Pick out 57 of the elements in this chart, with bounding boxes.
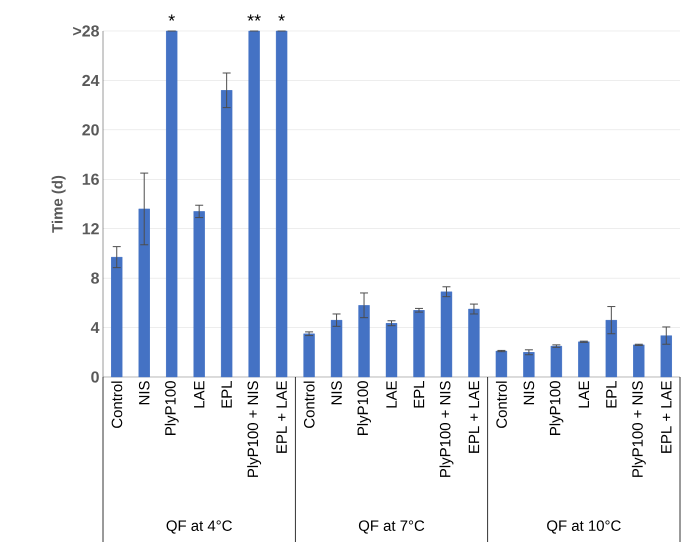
- y-axis-title: Time (d): [52, 176, 66, 233]
- x-tick-label: PlyP100: [549, 380, 564, 435]
- text: QF at 10°C: [547, 520, 621, 534]
- x-tick-label: PlyP100 + NIS: [440, 381, 454, 477]
- bar: [660, 335, 672, 378]
- bar: [550, 346, 562, 378]
- x-tick-label: LAE: [194, 380, 204, 408]
- bar: [413, 310, 425, 378]
- x-tick-label: EPL: [606, 380, 616, 408]
- x-tick-label: EPL + LAE: [276, 380, 287, 453]
- annotation: **: [247, 14, 261, 21]
- x-tick-label: LAE: [578, 380, 589, 408]
- bar: [166, 30, 178, 378]
- x-tick-label: LAE: [386, 380, 397, 408]
- y-tick-label: 12: [82, 222, 99, 234]
- x-tick-label: NIS: [138, 381, 150, 404]
- bar: [111, 256, 122, 378]
- x-tick-label: EPL: [414, 380, 424, 408]
- bar: [138, 208, 150, 378]
- bar: [248, 30, 260, 378]
- y-tick-label: >28: [73, 25, 99, 36]
- bar: [386, 322, 398, 378]
- bar: [358, 304, 370, 378]
- bar: [220, 90, 232, 378]
- y-tick-label: 16: [82, 173, 99, 185]
- bar: [633, 344, 644, 378]
- x-tick-label: NIS: [331, 381, 342, 404]
- text: QF at 7°C: [358, 520, 424, 534]
- x-tick-label: PlyP100 + NIS: [247, 381, 262, 477]
- x-tick-label: EPL + LAE: [468, 380, 480, 453]
- x-tick-label: PlyP100: [357, 380, 371, 435]
- x-tick-label: PlyP100: [164, 380, 179, 435]
- bar: [468, 308, 480, 378]
- y-tick-label: 4: [90, 322, 100, 333]
- bar: [496, 350, 508, 378]
- y-tick-label: 8: [91, 272, 99, 284]
- bar: [440, 291, 452, 378]
- bar: [303, 333, 315, 378]
- bar: [578, 341, 590, 378]
- bar: [606, 320, 618, 378]
- text: QF at 4°C: [166, 520, 232, 534]
- x-tick-label: Control: [496, 381, 507, 428]
- x-tick-label: NIS: [524, 381, 534, 404]
- x-tick-label: EPL + LAE: [661, 380, 672, 453]
- bar: [523, 352, 535, 378]
- x-tick-label: Control: [111, 381, 122, 428]
- annotation: *: [168, 14, 175, 21]
- x-tick-label: PlyP100 + NIS: [632, 381, 646, 477]
- y-tick-label: 20: [82, 124, 99, 136]
- y-tick-label: 0: [91, 371, 99, 382]
- bar: [276, 30, 288, 378]
- bar: [193, 211, 205, 378]
- y-tick-label: 24: [82, 74, 100, 86]
- x-tick-label: EPL: [222, 380, 232, 408]
- annotation: *: [278, 14, 285, 21]
- x-tick-label: Control: [304, 381, 315, 428]
- bar: [330, 320, 342, 378]
